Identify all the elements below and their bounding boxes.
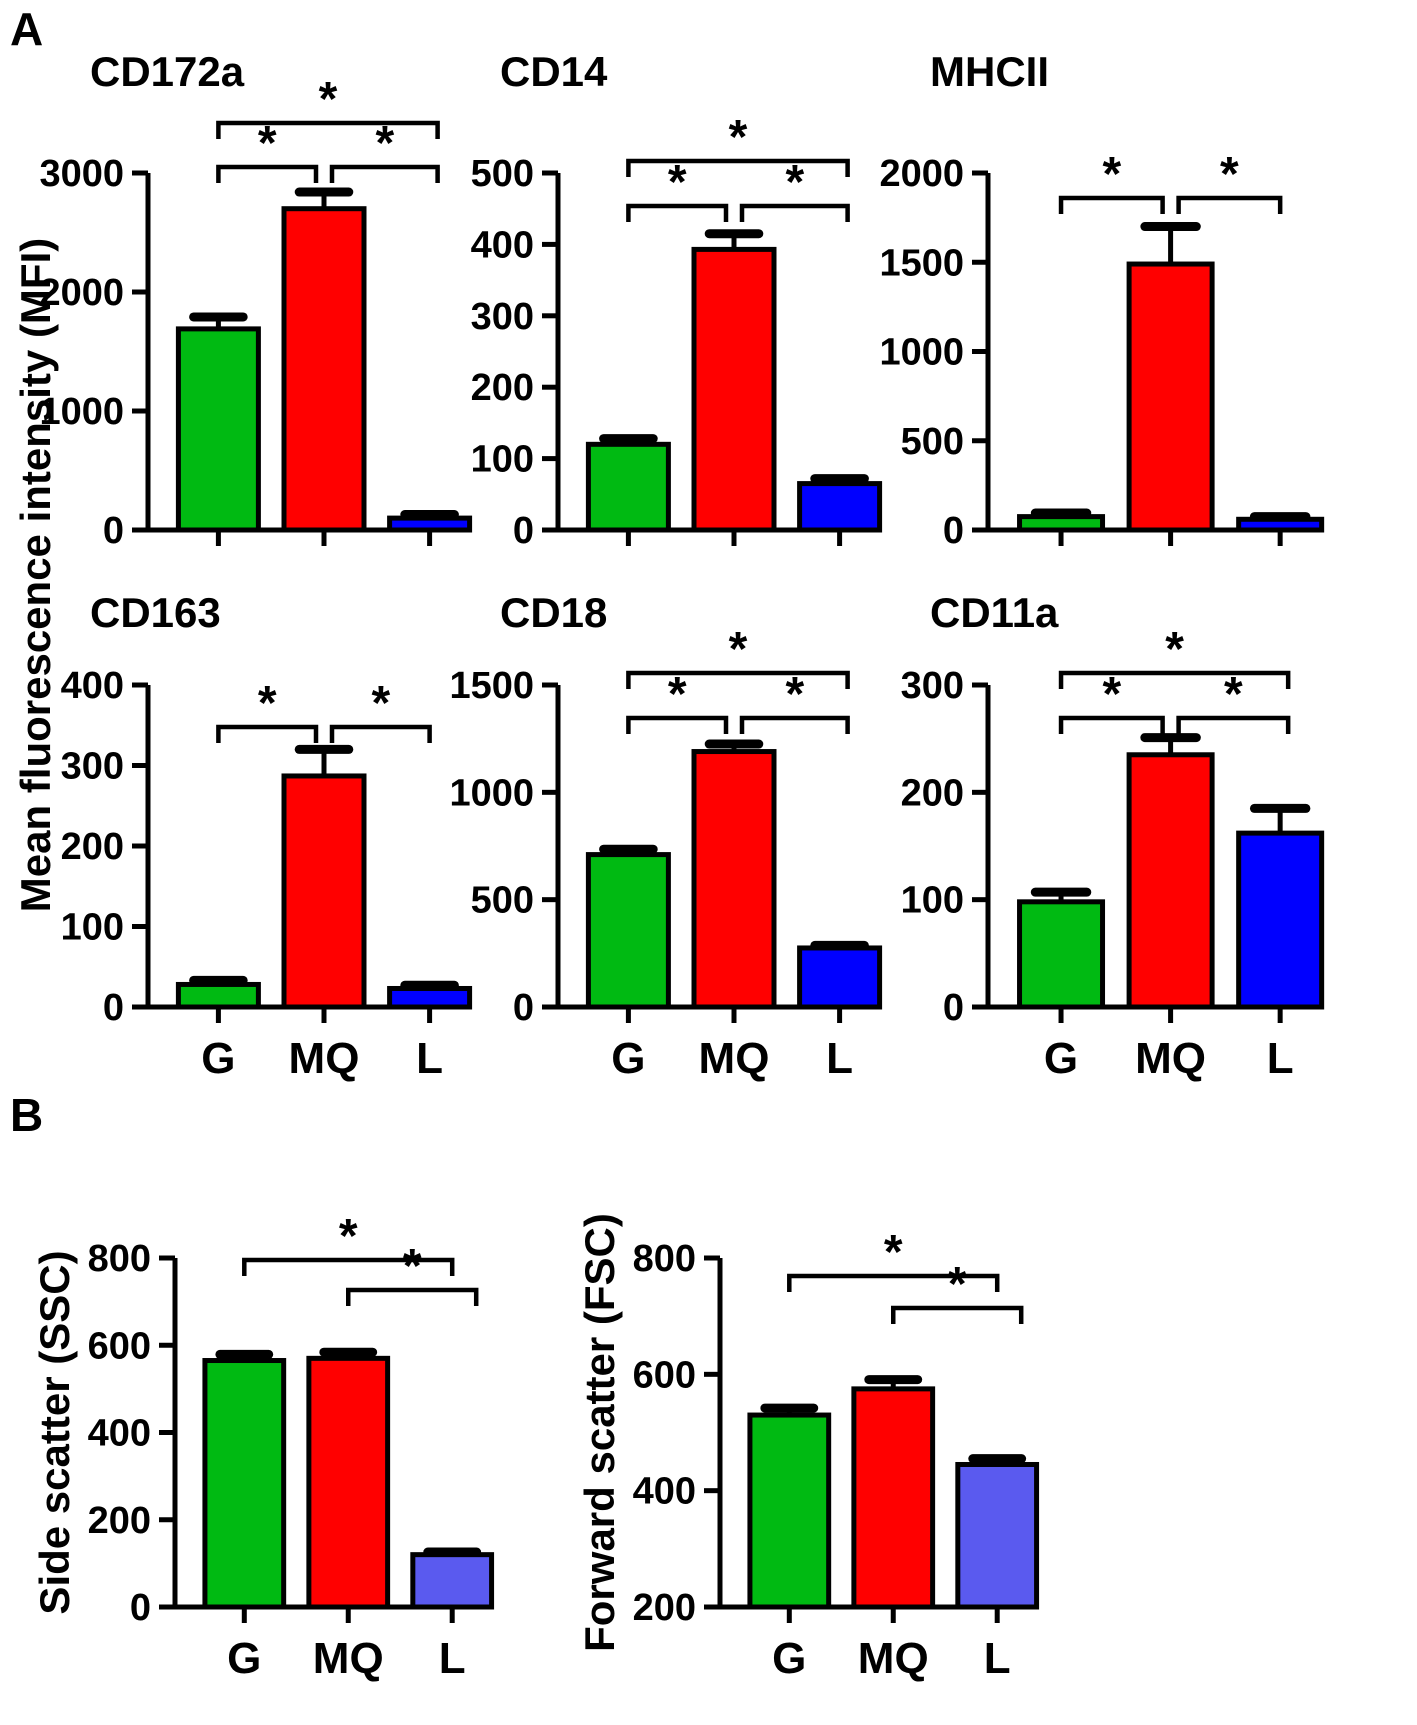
chart-fsc: 200 400 600 800 G MQ L * * Forward scatter (FSC) [570, 1140, 1050, 1715]
svg-text:*: * [258, 117, 277, 170]
svg-text:Forward scatter (FSC): Forward scatter (FSC) [576, 1213, 623, 1652]
svg-text:L: L [1267, 1034, 1294, 1083]
svg-text:400: 400 [61, 665, 124, 707]
svg-text:1500: 1500 [879, 242, 964, 284]
svg-text:600: 600 [88, 1325, 151, 1367]
chart-ssc: 0 200 400 600 800 G MQ L * * Side scatter (SSC) [25, 1140, 505, 1715]
chart-cd14: 0 100 200 300 400 500 * * * CD14 [470, 28, 890, 552]
svg-text:*: * [729, 623, 748, 676]
svg-text:1500: 1500 [449, 665, 534, 707]
svg-text:0: 0 [130, 1587, 151, 1629]
svg-text:500: 500 [901, 421, 964, 463]
chart-cd172a: 0 1000 2000 3000 * * * CD172a [39, 28, 480, 552]
svg-text:500: 500 [471, 880, 534, 922]
svg-text:*: * [668, 668, 687, 721]
svg-text:G: G [611, 1034, 645, 1083]
svg-text:2000: 2000 [39, 272, 124, 314]
svg-text:L: L [826, 1034, 853, 1083]
svg-text:100: 100 [471, 439, 534, 481]
panel-b-label: B [10, 1089, 44, 1141]
svg-text:G: G [772, 1634, 806, 1683]
svg-text:*: * [319, 73, 338, 126]
svg-text:CD163: CD163 [90, 589, 221, 636]
svg-text:200: 200 [901, 772, 964, 814]
svg-text:3000: 3000 [39, 153, 124, 195]
svg-text:CD172a: CD172a [90, 48, 245, 95]
svg-text:2000: 2000 [879, 153, 964, 195]
svg-text:400: 400 [471, 224, 534, 266]
svg-text:MQ: MQ [313, 1634, 384, 1683]
svg-text:1000: 1000 [879, 332, 964, 374]
svg-text:300: 300 [61, 746, 124, 788]
svg-text:1000: 1000 [449, 772, 534, 814]
svg-text:500: 500 [471, 153, 534, 195]
svg-text:G: G [201, 1034, 235, 1083]
svg-text:300: 300 [901, 665, 964, 707]
svg-text:200: 200 [61, 826, 124, 868]
svg-text:*: * [1102, 668, 1121, 721]
svg-text:400: 400 [633, 1471, 696, 1513]
svg-text:100: 100 [61, 907, 124, 949]
svg-text:600: 600 [633, 1354, 696, 1396]
svg-text:*: * [1165, 623, 1184, 676]
svg-text:*: * [884, 1226, 903, 1279]
svg-text:G: G [1044, 1034, 1078, 1083]
svg-text:*: * [1224, 668, 1243, 721]
svg-text:MQ: MQ [289, 1034, 360, 1083]
svg-text:800: 800 [88, 1238, 151, 1280]
chart-cd18: 0 500 1000 1500 G MQ L * * * CD18 [449, 545, 890, 1090]
svg-text:*: * [668, 156, 687, 209]
y-axis-label-mfi: Mean fluorescence intensity (MFI) [12, 237, 59, 913]
svg-text:L: L [416, 1034, 443, 1083]
svg-text:Side scatter (SSC): Side scatter (SSC) [31, 1250, 78, 1614]
svg-text:200: 200 [633, 1587, 696, 1629]
svg-text:MQ: MQ [1135, 1034, 1206, 1083]
svg-text:G: G [227, 1634, 261, 1683]
svg-text:0: 0 [103, 987, 124, 1029]
svg-text:400: 400 [88, 1413, 151, 1455]
chart-cd163: 0 100 200 300 400 G MQ L * * CD163 [60, 545, 480, 1090]
svg-text:100: 100 [901, 880, 964, 922]
chart-mhcii: 0 500 1000 1500 2000 * * MHCII [879, 28, 1380, 552]
svg-text:MQ: MQ [699, 1034, 770, 1083]
svg-text:L: L [984, 1634, 1011, 1683]
svg-text:*: * [785, 156, 804, 209]
svg-text:*: * [948, 1258, 967, 1311]
svg-text:200: 200 [88, 1500, 151, 1542]
svg-text:CD18: CD18 [500, 589, 607, 636]
svg-text:*: * [371, 677, 390, 730]
svg-text:800: 800 [633, 1238, 696, 1280]
svg-text:MQ: MQ [858, 1634, 929, 1683]
panel-a-label: A [10, 3, 44, 55]
svg-text:200: 200 [471, 367, 534, 409]
svg-text:*: * [785, 668, 804, 721]
chart-cd11a: 0 100 200 300 G MQ L * * * CD11a [880, 545, 1380, 1090]
svg-text:CD14: CD14 [500, 48, 608, 95]
svg-text:L: L [439, 1634, 466, 1683]
svg-text:0: 0 [513, 510, 534, 552]
svg-text:0: 0 [943, 987, 964, 1029]
svg-text:300: 300 [471, 296, 534, 338]
svg-text:0: 0 [513, 987, 534, 1029]
svg-text:CD11a: CD11a [930, 589, 1059, 636]
svg-text:*: * [375, 117, 394, 170]
svg-text:0: 0 [103, 510, 124, 552]
svg-text:*: * [339, 1210, 358, 1263]
svg-text:*: * [1220, 148, 1239, 201]
svg-text:*: * [258, 677, 277, 730]
svg-text:*: * [1102, 148, 1121, 201]
svg-text:0: 0 [943, 510, 964, 552]
svg-text:MHCII: MHCII [930, 48, 1049, 95]
svg-text:1000: 1000 [39, 391, 124, 433]
svg-text:*: * [403, 1240, 422, 1293]
svg-text:*: * [729, 111, 748, 164]
